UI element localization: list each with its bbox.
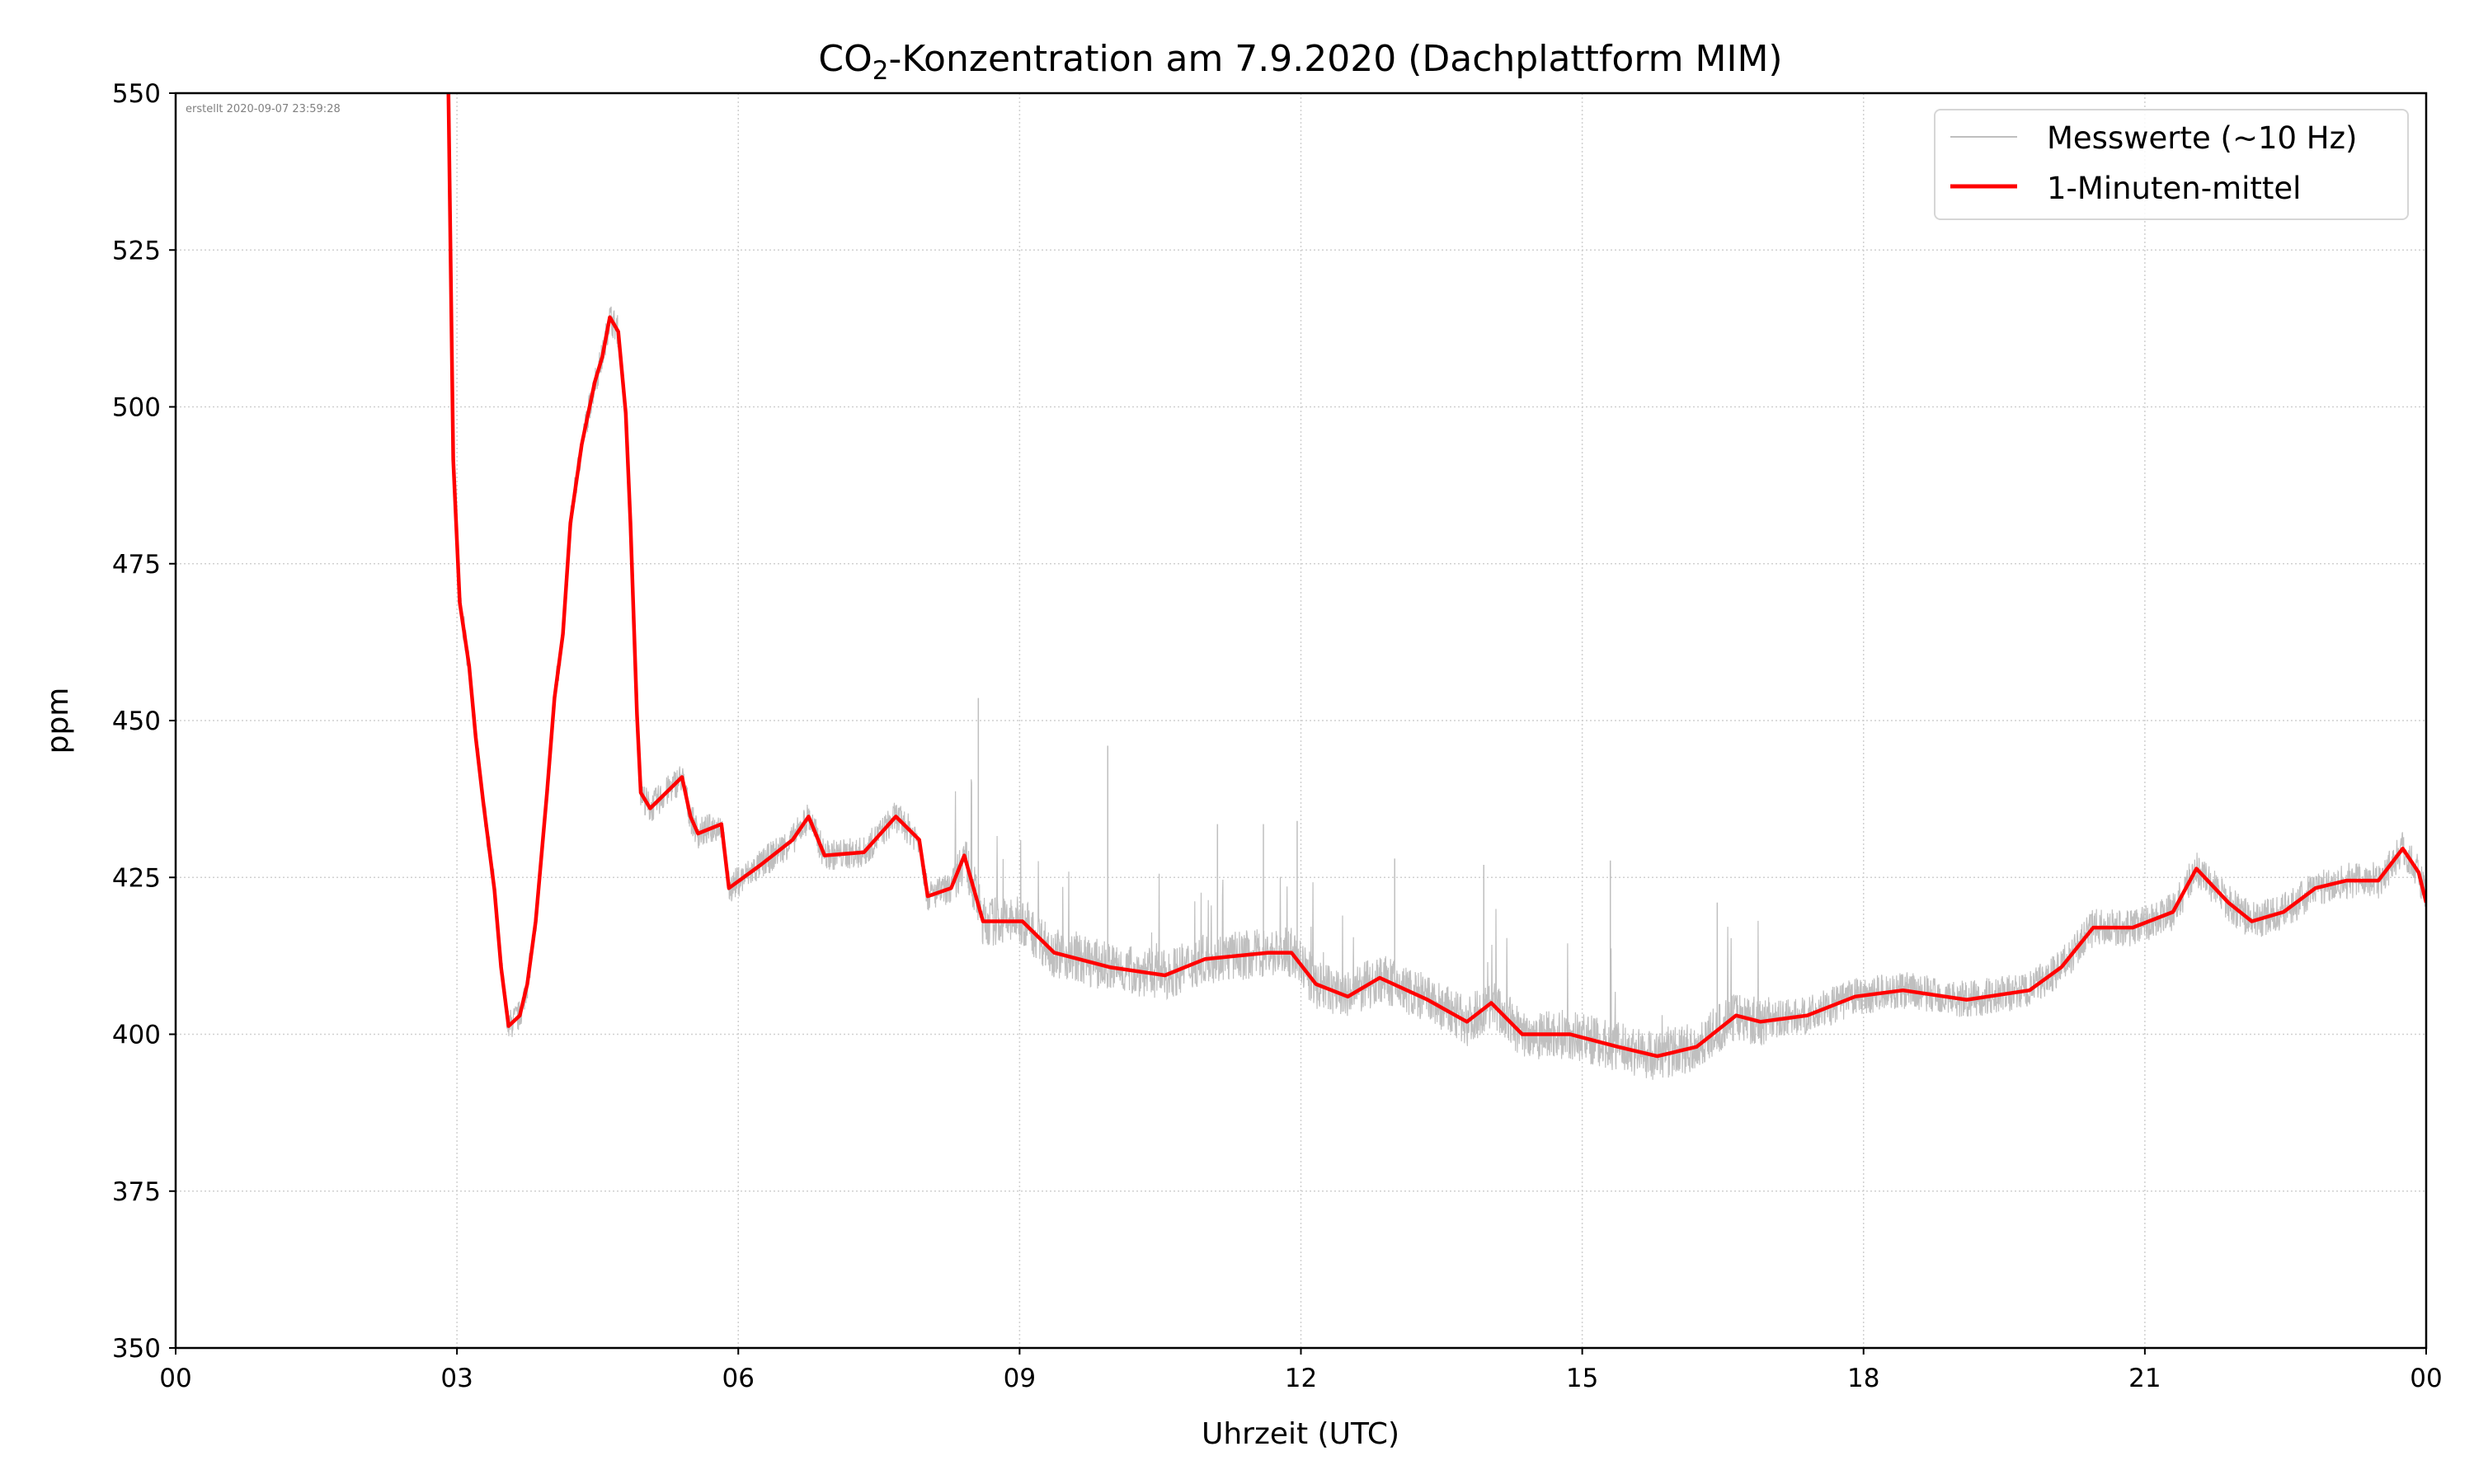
x-tick-label: 06 [722,1364,755,1393]
y-tick-label: 550 [112,79,161,109]
x-tick-label: 00 [2410,1364,2442,1393]
x-tick-label: 12 [1285,1364,1317,1393]
mean-series-line [446,93,2426,1059]
created-annotation: erstellt 2020-09-07 23:59:28 [186,103,341,115]
legend-box [1934,109,2409,220]
x-tick-label: 03 [440,1364,473,1393]
legend-label-mean: 1-Minuten-mittel [2047,171,2301,206]
mean-series [446,93,2426,1059]
x-tick-label: 15 [1566,1364,1598,1393]
legend: Messwerte (~10 Hz) 1-Minuten-mittel [1934,109,2409,220]
x-tick-label: 21 [2128,1364,2161,1393]
y-axis-label: ppm [41,688,75,754]
raw-series [448,93,2426,1080]
raw-series-line [448,93,2426,1080]
y-tick-label: 525 [112,236,161,265]
y-tick-label: 350 [112,1334,161,1364]
y-tick-label: 450 [112,707,161,736]
y-tick-label: 500 [112,393,161,423]
x-tick-label: 09 [1004,1364,1036,1393]
x-tick-label: 00 [159,1364,191,1393]
chart-title: CO2-Konzentration am 7.9.2020 (Dachplatt… [818,38,1782,86]
grid [175,92,2427,1349]
y-tick-label: 475 [112,550,161,580]
legend-label-raw: Messwerte (~10 Hz) [2047,120,2357,156]
x-axis-ticks: 00 03 06 09 12 15 18 21 00 [159,1348,2443,1393]
y-tick-label: 425 [112,863,161,893]
y-axis-ticks: 350 375 400 425 450 475 500 525 550 [112,79,176,1364]
y-tick-label: 375 [112,1177,161,1207]
x-tick-label: 18 [1847,1364,1879,1393]
y-tick-label: 400 [112,1021,161,1050]
x-axis-label: Uhrzeit (UTC) [1202,1417,1399,1451]
